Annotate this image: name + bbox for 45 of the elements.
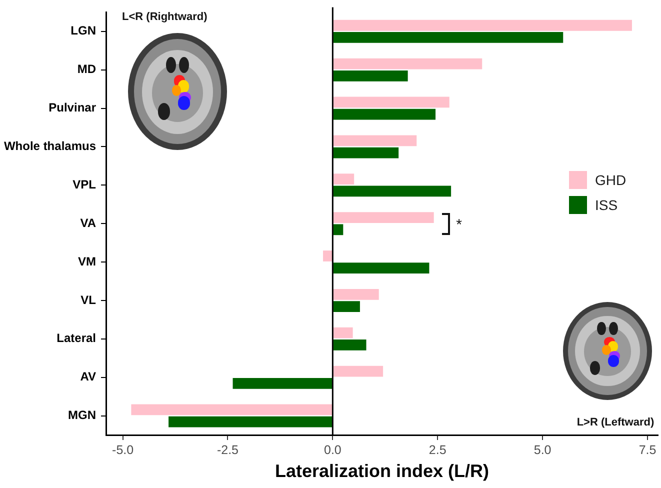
bar <box>333 327 353 338</box>
x-tick-label: -2.5 <box>216 442 239 457</box>
bar <box>333 58 482 70</box>
y-tick-label: LGN <box>70 24 96 38</box>
legend-label: ISS <box>595 196 618 213</box>
bar <box>131 404 332 416</box>
y-tick-label: MGN <box>68 408 96 422</box>
bar <box>333 301 360 312</box>
bar <box>333 108 436 120</box>
bar <box>333 366 384 377</box>
bar <box>333 262 430 274</box>
bar <box>333 224 344 236</box>
bar <box>333 212 434 223</box>
bar <box>333 186 452 197</box>
x-tick-label: 0.0 <box>324 442 342 457</box>
x-axis-title: Lateralization index (L/R) <box>274 461 490 482</box>
bar <box>333 174 354 185</box>
bar <box>333 20 632 31</box>
y-tick-label: Pulvinar <box>48 100 96 115</box>
bar <box>232 378 332 389</box>
bar <box>333 340 366 350</box>
bar <box>168 416 332 428</box>
bar <box>333 135 417 146</box>
bar <box>333 32 564 43</box>
bar <box>333 96 450 108</box>
annotation: L>R (Leftward) <box>576 416 654 428</box>
bar <box>333 147 399 158</box>
y-tick-label: Lateral <box>56 331 96 346</box>
y-tick-label: VPL <box>72 177 96 192</box>
x-tick-label: 2.5 <box>428 442 446 457</box>
bar <box>333 70 408 82</box>
y-tick-label: MD <box>77 62 96 76</box>
x-tick-label: 5.0 <box>534 442 552 457</box>
y-tick-label: Whole thalamus <box>4 139 96 154</box>
bar <box>323 250 332 262</box>
y-tick-label: VA <box>80 216 96 230</box>
y-tick-label: AV <box>80 370 96 384</box>
legend-label: GHD <box>595 172 626 188</box>
y-tick-label: VM <box>78 254 96 268</box>
x-tick-label: 7.5 <box>638 442 656 457</box>
annotation: L<R (Rightward) <box>122 11 208 24</box>
bar <box>333 288 379 300</box>
x-tick-label: -5.0 <box>112 442 134 457</box>
annotation: * <box>456 216 462 234</box>
y-tick-label: VL <box>80 292 96 307</box>
